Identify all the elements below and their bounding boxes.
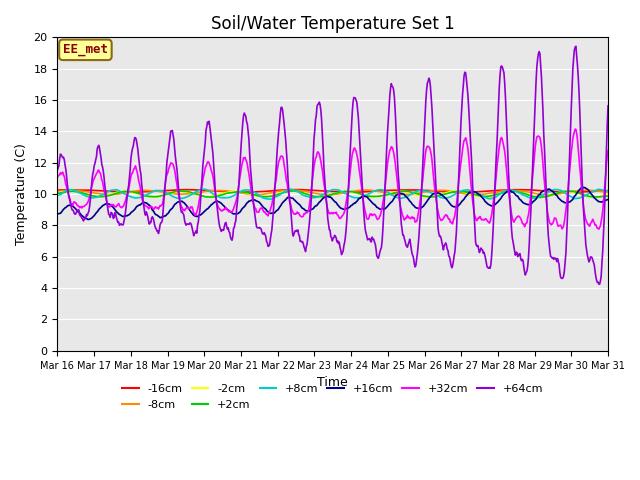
+8cm bbox=[54, 192, 61, 198]
-16cm bbox=[401, 187, 408, 193]
-2cm bbox=[604, 192, 612, 198]
+64cm bbox=[400, 232, 408, 238]
+8cm bbox=[604, 188, 612, 194]
+64cm bbox=[63, 181, 71, 187]
+8cm bbox=[417, 188, 425, 194]
-16cm bbox=[176, 187, 184, 192]
+2cm bbox=[205, 194, 213, 200]
Line: +16cm: +16cm bbox=[58, 187, 608, 219]
+2cm bbox=[604, 193, 612, 199]
-2cm bbox=[63, 188, 71, 194]
-16cm bbox=[604, 188, 612, 193]
+64cm bbox=[176, 199, 184, 204]
+2cm bbox=[417, 192, 424, 198]
+2cm bbox=[63, 189, 71, 194]
+2cm bbox=[120, 189, 128, 194]
-2cm bbox=[177, 189, 184, 194]
+16cm bbox=[401, 192, 408, 197]
Line: +32cm: +32cm bbox=[58, 129, 608, 229]
+8cm bbox=[120, 191, 128, 196]
+16cm bbox=[177, 199, 184, 204]
-8cm bbox=[545, 192, 552, 198]
-2cm bbox=[316, 194, 323, 200]
+64cm bbox=[604, 103, 612, 108]
+8cm bbox=[205, 188, 213, 194]
+32cm bbox=[572, 126, 579, 132]
Text: EE_met: EE_met bbox=[63, 43, 108, 56]
-2cm bbox=[67, 188, 74, 194]
Line: +64cm: +64cm bbox=[58, 46, 608, 284]
-16cm bbox=[290, 187, 298, 192]
+2cm bbox=[537, 194, 545, 200]
-8cm bbox=[363, 187, 371, 193]
+32cm bbox=[205, 160, 213, 166]
Line: +8cm: +8cm bbox=[58, 189, 608, 199]
+64cm bbox=[205, 119, 213, 124]
Legend: -16cm, -8cm, -2cm, +2cm, +8cm, +16cm, +32cm, +64cm: -16cm, -8cm, -2cm, +2cm, +8cm, +16cm, +3… bbox=[118, 380, 548, 414]
-2cm bbox=[121, 189, 129, 194]
-8cm bbox=[205, 188, 213, 194]
+2cm bbox=[289, 188, 297, 194]
+16cm bbox=[604, 197, 612, 203]
+64cm bbox=[54, 167, 61, 173]
+64cm bbox=[416, 222, 424, 228]
Line: -16cm: -16cm bbox=[58, 190, 608, 192]
-8cm bbox=[417, 190, 424, 196]
+16cm bbox=[121, 213, 129, 219]
Y-axis label: Temperature (C): Temperature (C) bbox=[15, 143, 28, 245]
+8cm bbox=[176, 195, 184, 201]
+16cm bbox=[54, 211, 61, 217]
+32cm bbox=[416, 202, 424, 207]
+64cm bbox=[572, 43, 580, 49]
-16cm bbox=[205, 188, 213, 193]
-8cm bbox=[120, 190, 128, 196]
-16cm bbox=[417, 187, 424, 193]
+32cm bbox=[604, 147, 612, 153]
-2cm bbox=[401, 189, 409, 194]
+32cm bbox=[176, 199, 184, 205]
Title: Soil/Water Temperature Set 1: Soil/Water Temperature Set 1 bbox=[211, 15, 454, 33]
+32cm bbox=[54, 175, 61, 180]
-16cm bbox=[460, 190, 468, 195]
+2cm bbox=[401, 189, 408, 194]
-2cm bbox=[54, 190, 61, 195]
+64cm bbox=[120, 218, 128, 224]
X-axis label: Time: Time bbox=[317, 376, 348, 389]
+2cm bbox=[176, 188, 184, 194]
+16cm bbox=[417, 205, 424, 211]
+32cm bbox=[400, 215, 408, 220]
+64cm bbox=[596, 281, 604, 287]
+16cm bbox=[63, 203, 71, 209]
+8cm bbox=[287, 186, 295, 192]
+16cm bbox=[579, 184, 587, 190]
Line: -8cm: -8cm bbox=[58, 190, 608, 195]
-8cm bbox=[176, 191, 184, 197]
+32cm bbox=[120, 202, 128, 207]
+32cm bbox=[63, 187, 71, 193]
+32cm bbox=[595, 227, 603, 232]
+2cm bbox=[54, 191, 61, 196]
-16cm bbox=[54, 187, 61, 193]
-2cm bbox=[206, 194, 214, 200]
+16cm bbox=[84, 216, 92, 222]
-8cm bbox=[63, 188, 71, 193]
Line: +2cm: +2cm bbox=[58, 191, 608, 197]
-16cm bbox=[120, 189, 128, 195]
Line: -2cm: -2cm bbox=[58, 191, 608, 197]
-8cm bbox=[401, 192, 408, 197]
-8cm bbox=[54, 189, 61, 194]
+8cm bbox=[401, 194, 409, 200]
+8cm bbox=[63, 187, 71, 193]
-8cm bbox=[604, 189, 612, 195]
+16cm bbox=[206, 204, 214, 209]
-16cm bbox=[63, 187, 71, 193]
+8cm bbox=[266, 196, 274, 202]
-2cm bbox=[417, 193, 425, 199]
